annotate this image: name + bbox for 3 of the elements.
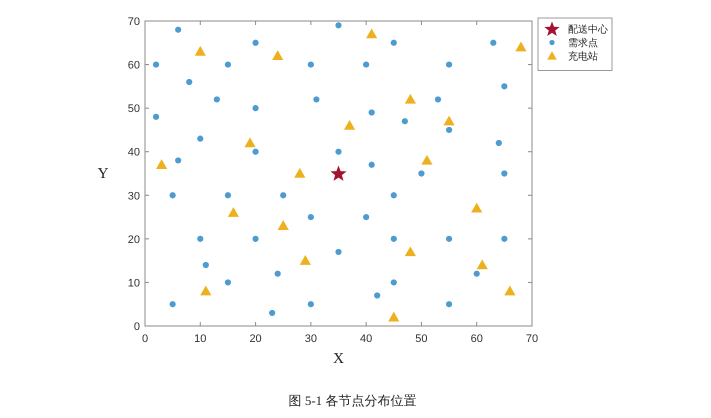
- annotation: 图 5-1 各节点分布位置: [288, 393, 416, 408]
- ylabel: Y: [98, 166, 108, 182]
- xlabel: X: [333, 351, 344, 367]
